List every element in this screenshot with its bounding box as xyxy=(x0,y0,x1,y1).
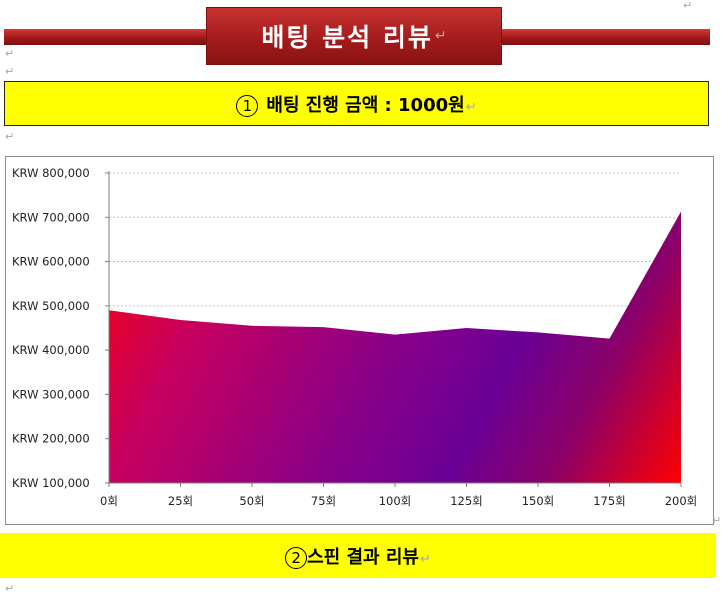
x-tick-label: 25회 xyxy=(168,494,193,508)
paragraph-mark: ↵ xyxy=(5,48,14,59)
y-tick-label: KRW 400,000 xyxy=(12,343,90,357)
y-tick-label: KRW 100,000 xyxy=(12,476,90,490)
y-tick-label: KRW 700,000 xyxy=(12,210,90,224)
section-heading-1-label: 배팅 진행 금액 : 1000원 xyxy=(266,95,464,116)
title-banner: 배팅 분석 리뷰↵ xyxy=(206,7,502,65)
circled-number-2: 2 xyxy=(285,547,307,569)
return-mark: ↵ xyxy=(435,28,447,44)
paragraph-mark: ↵ xyxy=(5,583,14,594)
paragraph-mark: ↵ xyxy=(5,131,14,142)
paragraph-mark: ↵ xyxy=(712,515,721,526)
return-mark: ↵ xyxy=(420,552,431,567)
x-tick-label: 150회 xyxy=(522,494,555,508)
y-tick-label: KRW 500,000 xyxy=(12,299,90,313)
y-tick-label: KRW 200,000 xyxy=(12,432,90,446)
section-heading-2-label: 스핀 결과 리뷰 xyxy=(307,547,419,568)
y-tick-label: KRW 300,000 xyxy=(12,387,90,401)
circled-number-1: 1 xyxy=(236,95,258,117)
x-tick-label: 175회 xyxy=(593,494,626,508)
x-tick-label: 75회 xyxy=(311,494,336,508)
x-tick-label: 0회 xyxy=(100,494,118,508)
chart-frame: KRW 800,000 KRW 700,000 KRW 600,000 KRW 500… xyxy=(5,156,714,525)
y-tick-label: KRW 800,000 xyxy=(12,166,90,180)
page-title: 배팅 분석 리뷰 xyxy=(261,18,432,54)
x-tick-label: 50회 xyxy=(239,494,264,508)
section-heading-1-text: 1 배팅 진행 금액 : 1000원↵ xyxy=(236,91,476,117)
area-chart: KRW 800,000 KRW 700,000 KRW 600,000 KRW 500… xyxy=(6,157,715,526)
area-series xyxy=(109,212,681,483)
x-tick-label: 125회 xyxy=(450,494,483,508)
x-tick-label: 200회 xyxy=(665,494,698,508)
x-tick-label: 100회 xyxy=(379,494,412,508)
return-mark: ↵ xyxy=(466,100,477,115)
paragraph-mark: ↵ xyxy=(5,66,14,77)
y-tick-label: KRW 600,000 xyxy=(12,255,90,269)
section-heading-1: 1 배팅 진행 금액 : 1000원↵ xyxy=(4,81,709,126)
return-mark: ↵ xyxy=(683,0,692,11)
